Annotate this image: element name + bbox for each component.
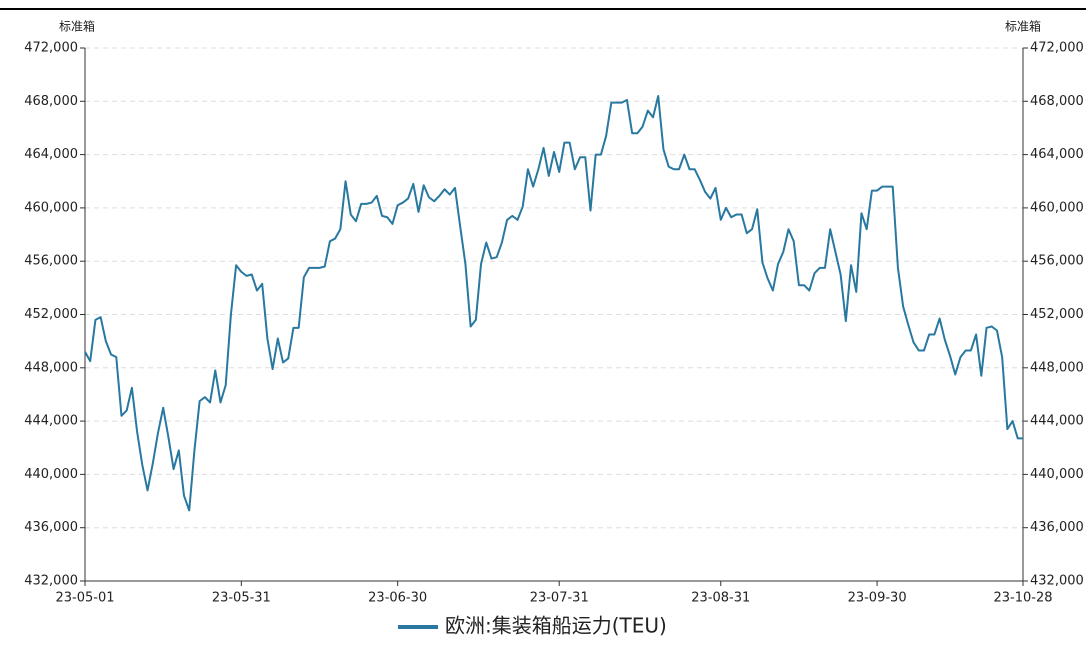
y2-tick-label: 468,000 <box>1030 94 1084 109</box>
y2-tick-label: 448,000 <box>1030 360 1084 375</box>
y2-tick-label: 472,000 <box>1030 41 1084 56</box>
y2-tick-label: 444,000 <box>1030 414 1084 429</box>
y2-axis-title: 标准箱 <box>1005 19 1041 34</box>
y2-tick-label: 456,000 <box>1030 254 1084 269</box>
y-axis-title: 标准箱 <box>59 19 95 34</box>
x-tick-label: 23-07-31 <box>530 591 589 606</box>
y-tick-label: 464,000 <box>24 147 78 162</box>
y-tick-label: 444,000 <box>24 414 78 429</box>
y2-tick-label: 464,000 <box>1030 147 1084 162</box>
x-tick-label: 23-06-30 <box>368 591 427 606</box>
y2-tick-label: 436,000 <box>1030 520 1084 535</box>
y-tick-label: 468,000 <box>24 94 78 109</box>
x-tick-label: 23-05-01 <box>55 591 114 606</box>
x-tick-label: 23-08-31 <box>691 591 750 606</box>
y-tick-label: 448,000 <box>24 360 78 375</box>
x-tick-label: 23-05-31 <box>212 591 271 606</box>
y-tick-label: 436,000 <box>24 520 78 535</box>
y2-tick-label: 440,000 <box>1030 467 1084 482</box>
y-tick-label: 456,000 <box>24 254 78 269</box>
x-tick-label: 23-09-30 <box>848 591 907 606</box>
y-tick-label: 452,000 <box>24 307 78 322</box>
y2-tick-label: 460,000 <box>1030 200 1084 215</box>
y2-tick-label: 452,000 <box>1030 307 1084 322</box>
y-tick-label: 472,000 <box>24 41 78 56</box>
series-line <box>84 94 1023 512</box>
y2-tick-label: 432,000 <box>1030 574 1084 589</box>
legend-label: 欧洲:集装箱船运力(TEU) <box>445 614 667 638</box>
y-tick-label: 460,000 <box>24 200 78 215</box>
y-tick-label: 440,000 <box>24 467 78 482</box>
x-tick-label: 23-10-28 <box>993 591 1052 606</box>
y-tick-label: 432,000 <box>24 574 78 589</box>
